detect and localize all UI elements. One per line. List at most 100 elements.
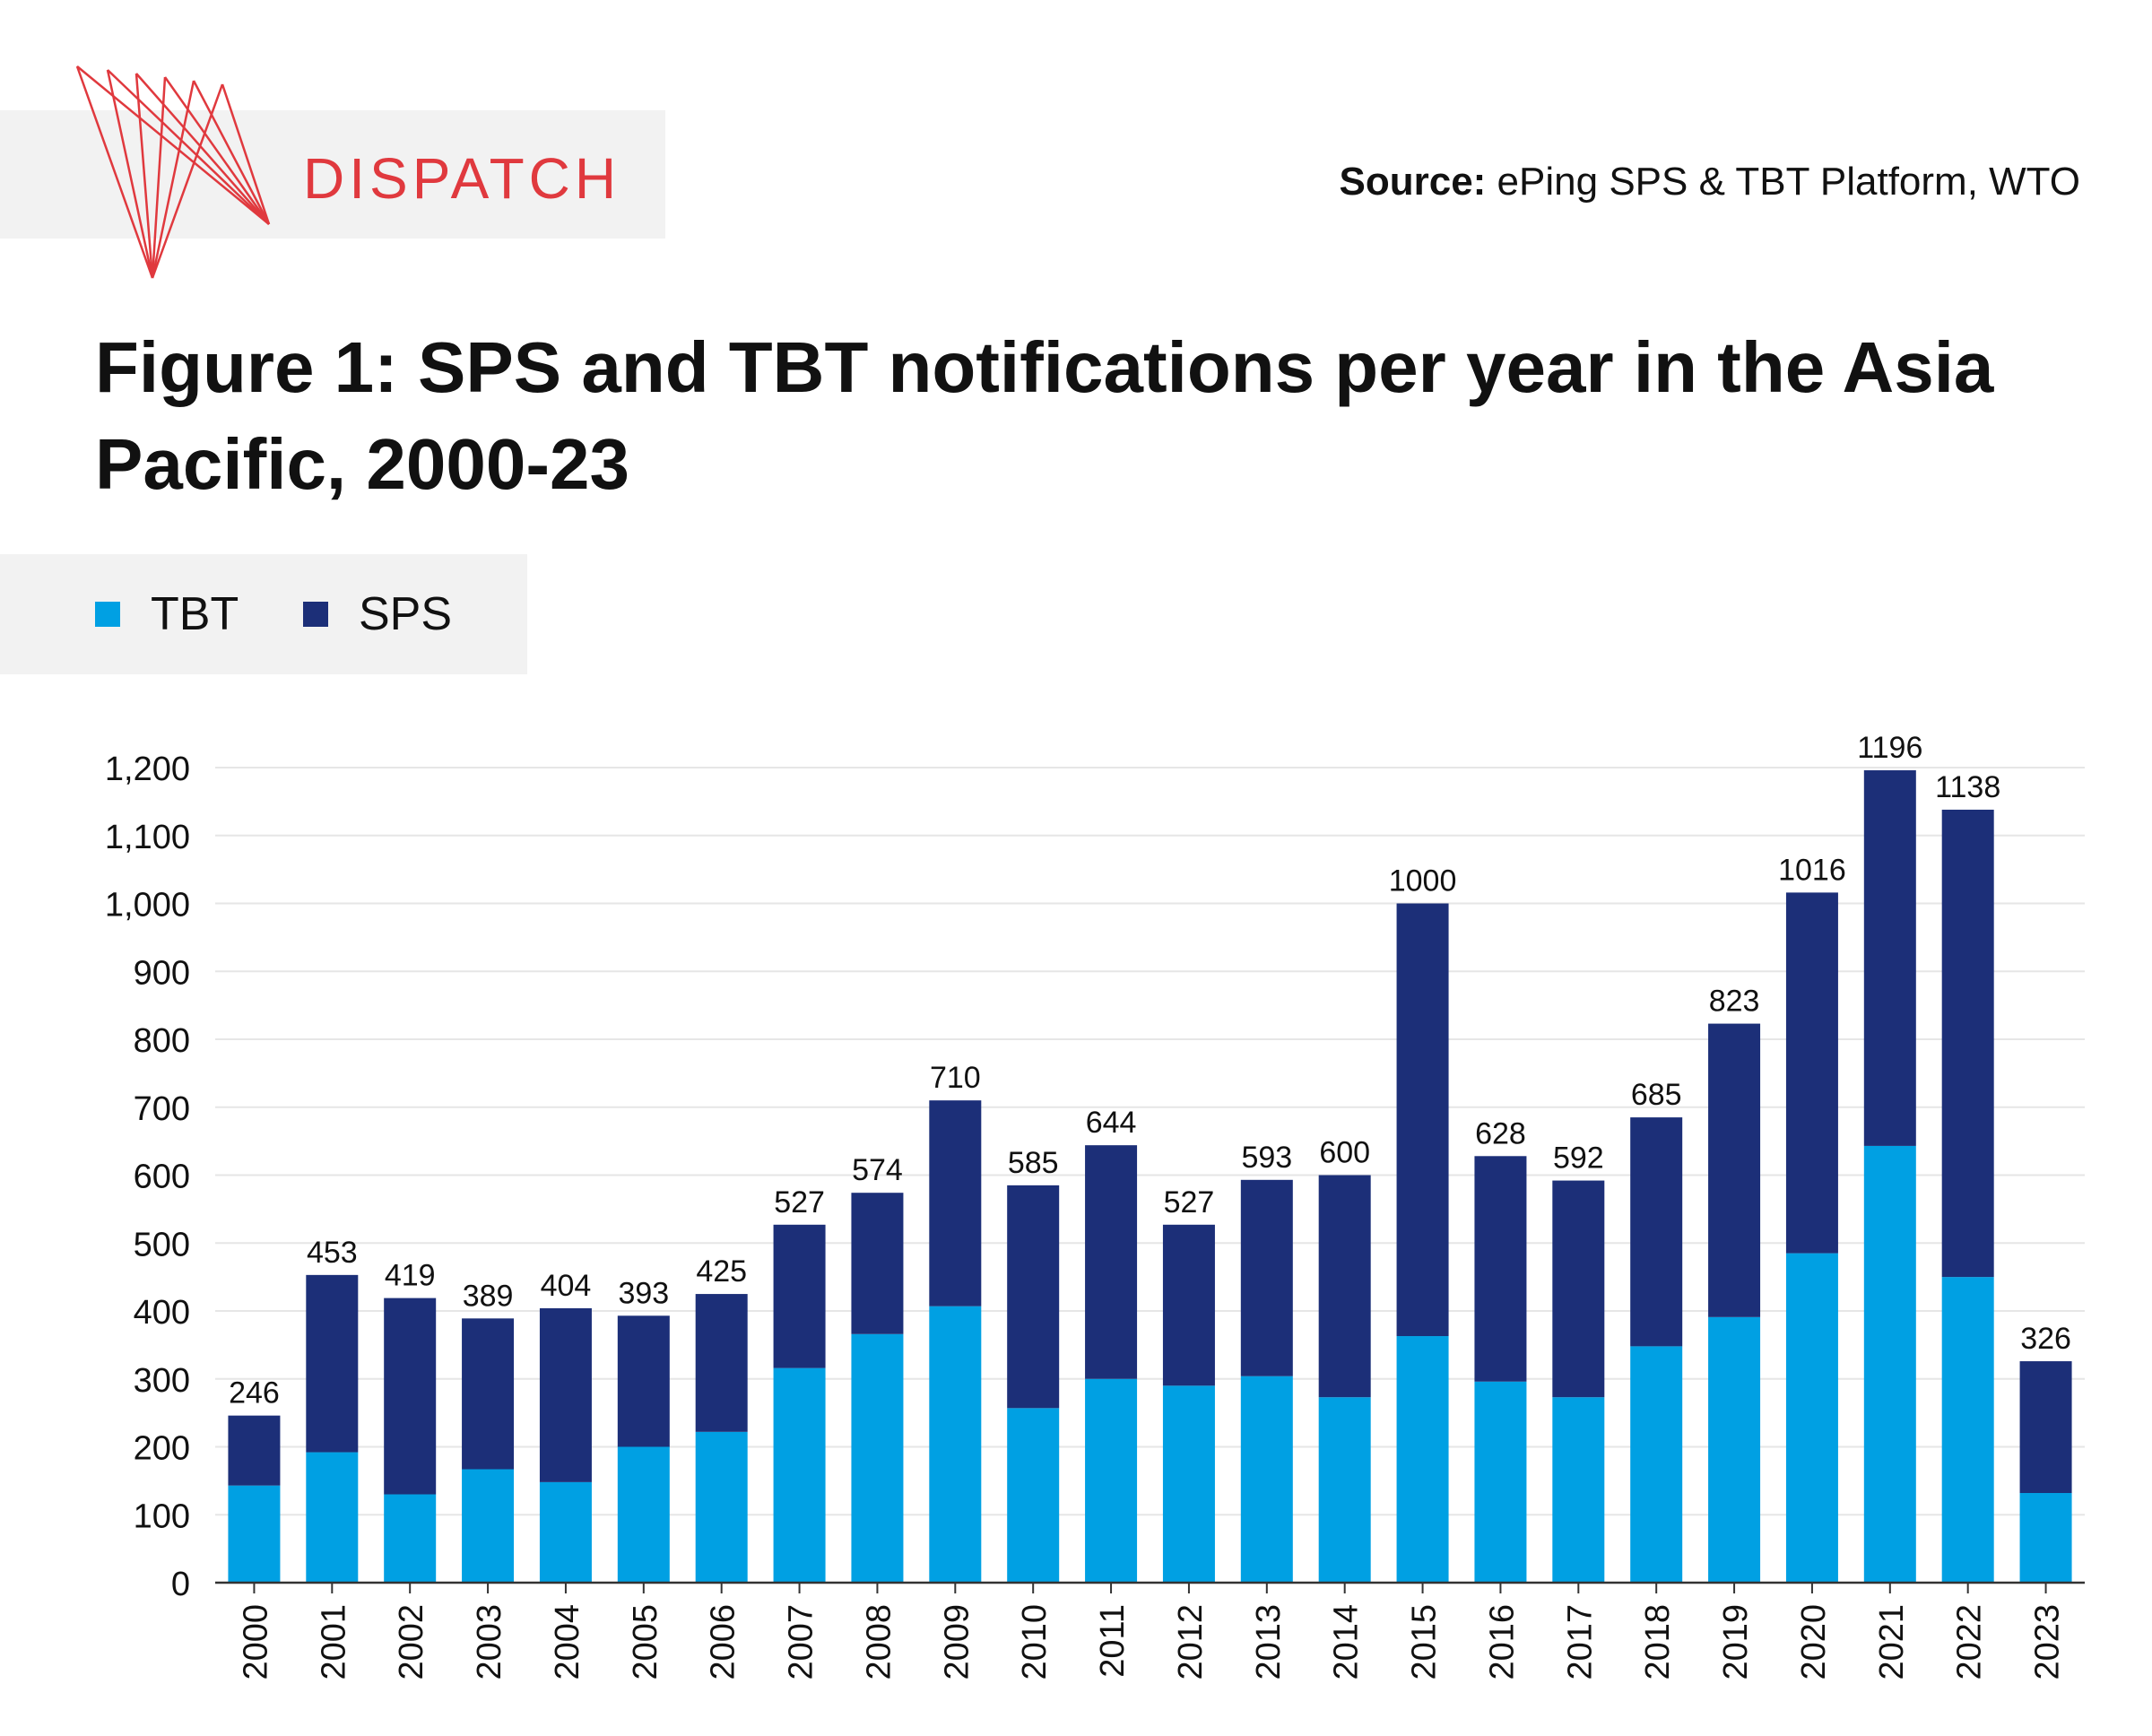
- bar-tbt-2013: [1240, 1376, 1293, 1583]
- x-tick-label-2009: 2009: [938, 1604, 976, 1680]
- bar-tbt-2018: [1630, 1346, 1683, 1583]
- bar-sps-2000: [228, 1415, 281, 1486]
- bar-sps-2019: [1708, 1023, 1761, 1317]
- y-tick-label: 800: [134, 1022, 190, 1060]
- data-label-total-2013: 593: [1241, 1141, 1292, 1175]
- bar-tbt-2020: [1785, 1253, 1838, 1583]
- bar-tbt-2003: [462, 1469, 515, 1583]
- bar-sps-2003: [462, 1318, 515, 1470]
- x-tick-label-2011: 2011: [1094, 1604, 1132, 1678]
- data-label-total-2008: 574: [852, 1153, 903, 1187]
- y-tick-label: 500: [134, 1226, 190, 1263]
- data-label-total-2016: 628: [1475, 1116, 1526, 1150]
- data-label-total-2007: 527: [774, 1185, 825, 1220]
- dispatch-logo-icon: [75, 65, 271, 279]
- bar-sps-2005: [617, 1315, 670, 1447]
- x-tick-label-2016: 2016: [1483, 1604, 1521, 1680]
- bar-tbt-2008: [851, 1333, 904, 1583]
- bar-sps-2015: [1396, 903, 1449, 1337]
- bar-tbt-2007: [773, 1367, 826, 1583]
- bar-sps-2012: [1162, 1224, 1215, 1386]
- legend-label-sps: SPS: [359, 588, 453, 640]
- bar-sps-2017: [1552, 1180, 1605, 1398]
- x-tick-label-2020: 2020: [1795, 1604, 1833, 1680]
- data-label-total-2002: 419: [385, 1259, 436, 1293]
- bar-sps-2008: [851, 1193, 904, 1334]
- source-label: Source:: [1339, 160, 1487, 204]
- bar-sps-2004: [539, 1307, 592, 1482]
- data-label-total-2018: 685: [1631, 1078, 1682, 1112]
- y-tick-label: 900: [134, 954, 190, 992]
- bar-sps-2020: [1785, 892, 1838, 1254]
- x-tick-label-2014: 2014: [1328, 1604, 1366, 1680]
- x-tick-label-2003: 2003: [471, 1604, 508, 1680]
- data-label-total-2001: 453: [307, 1236, 358, 1270]
- bar-tbt-2019: [1708, 1316, 1761, 1583]
- data-label-total-2017: 592: [1553, 1141, 1604, 1176]
- x-tick-label-2013: 2013: [1250, 1604, 1288, 1680]
- x-tick-label-2007: 2007: [783, 1604, 820, 1680]
- data-label-total-2010: 585: [1008, 1146, 1059, 1180]
- bar-tbt-2011: [1085, 1378, 1138, 1583]
- bar-tbt-2021: [1863, 1145, 1916, 1583]
- data-label-total-2014: 600: [1319, 1136, 1370, 1170]
- y-tick-label: 400: [134, 1294, 190, 1332]
- source-text: ePing SPS & TBT Platform, WTO: [1486, 160, 2080, 204]
- x-tick-label-2010: 2010: [1016, 1604, 1054, 1680]
- x-tick-label-2000: 2000: [237, 1604, 274, 1680]
- y-tick-label: 300: [134, 1362, 190, 1400]
- source-note: Source: ePing SPS & TBT Platform, WTO: [1340, 160, 2081, 204]
- data-label-total-2020: 1016: [1778, 853, 1846, 887]
- x-tick-label-2021: 2021: [1873, 1604, 1911, 1680]
- bar-sps-2006: [695, 1294, 748, 1432]
- x-tick-label-2018: 2018: [1639, 1604, 1677, 1680]
- data-label-total-2000: 246: [229, 1376, 280, 1410]
- x-tick-label-2005: 2005: [627, 1604, 664, 1680]
- y-tick-label: 600: [134, 1159, 190, 1196]
- bar-sps-2023: [2019, 1361, 2072, 1494]
- y-tick-label: 200: [134, 1430, 190, 1468]
- data-label-total-2022: 1138: [1935, 770, 2000, 804]
- bar-tbt-2016: [1474, 1381, 1527, 1583]
- data-label-total-2012: 527: [1164, 1185, 1215, 1220]
- bar-tbt-2002: [384, 1494, 437, 1583]
- bar-sps-2016: [1474, 1156, 1527, 1382]
- bar-tbt-2000: [228, 1485, 281, 1583]
- x-tick-label-2022: 2022: [1951, 1604, 1989, 1680]
- bar-sps-2001: [306, 1274, 359, 1453]
- bar-tbt-2001: [306, 1452, 359, 1583]
- bar-tbt-2015: [1396, 1336, 1449, 1583]
- data-label-total-2015: 1000: [1389, 864, 1457, 898]
- data-label-total-2005: 393: [618, 1276, 669, 1310]
- x-tick-label-2019: 2019: [1717, 1604, 1755, 1680]
- data-label-total-2021: 1196: [1857, 731, 1922, 765]
- bar-sps-2009: [929, 1100, 982, 1306]
- legend: [0, 554, 527, 674]
- x-tick-label-2008: 2008: [860, 1604, 898, 1680]
- bar-sps-2011: [1085, 1145, 1138, 1379]
- y-tick-label: 1,200: [105, 751, 190, 788]
- bar-tbt-2014: [1318, 1397, 1371, 1583]
- x-tick-label-2006: 2006: [705, 1604, 742, 1680]
- bar-tbt-2004: [539, 1481, 592, 1583]
- bar-tbt-2012: [1162, 1385, 1215, 1583]
- bar-sps-2018: [1630, 1117, 1683, 1347]
- x-tick-label-2012: 2012: [1172, 1604, 1210, 1680]
- bar-tbt-2010: [1007, 1408, 1060, 1583]
- bar-sps-2021: [1863, 770, 1916, 1146]
- bar-sps-2007: [773, 1224, 826, 1368]
- bar-tbt-2017: [1552, 1397, 1605, 1583]
- bar-sps-2014: [1318, 1175, 1371, 1398]
- x-tick-label-2023: 2023: [2029, 1604, 2067, 1680]
- bar-sps-2010: [1007, 1185, 1060, 1409]
- x-tick-label-2001: 2001: [315, 1604, 352, 1680]
- y-tick-label: 1,000: [105, 887, 190, 924]
- x-tick-label-2002: 2002: [393, 1604, 430, 1680]
- y-tick-label: 0: [171, 1566, 190, 1603]
- bar-sps-2013: [1240, 1179, 1293, 1376]
- chart-title: Figure 1: SPS and TBT notifications per …: [95, 327, 1994, 504]
- y-tick-label: 700: [134, 1090, 190, 1128]
- logo-band: [0, 110, 665, 239]
- data-label-total-2004: 404: [541, 1269, 592, 1303]
